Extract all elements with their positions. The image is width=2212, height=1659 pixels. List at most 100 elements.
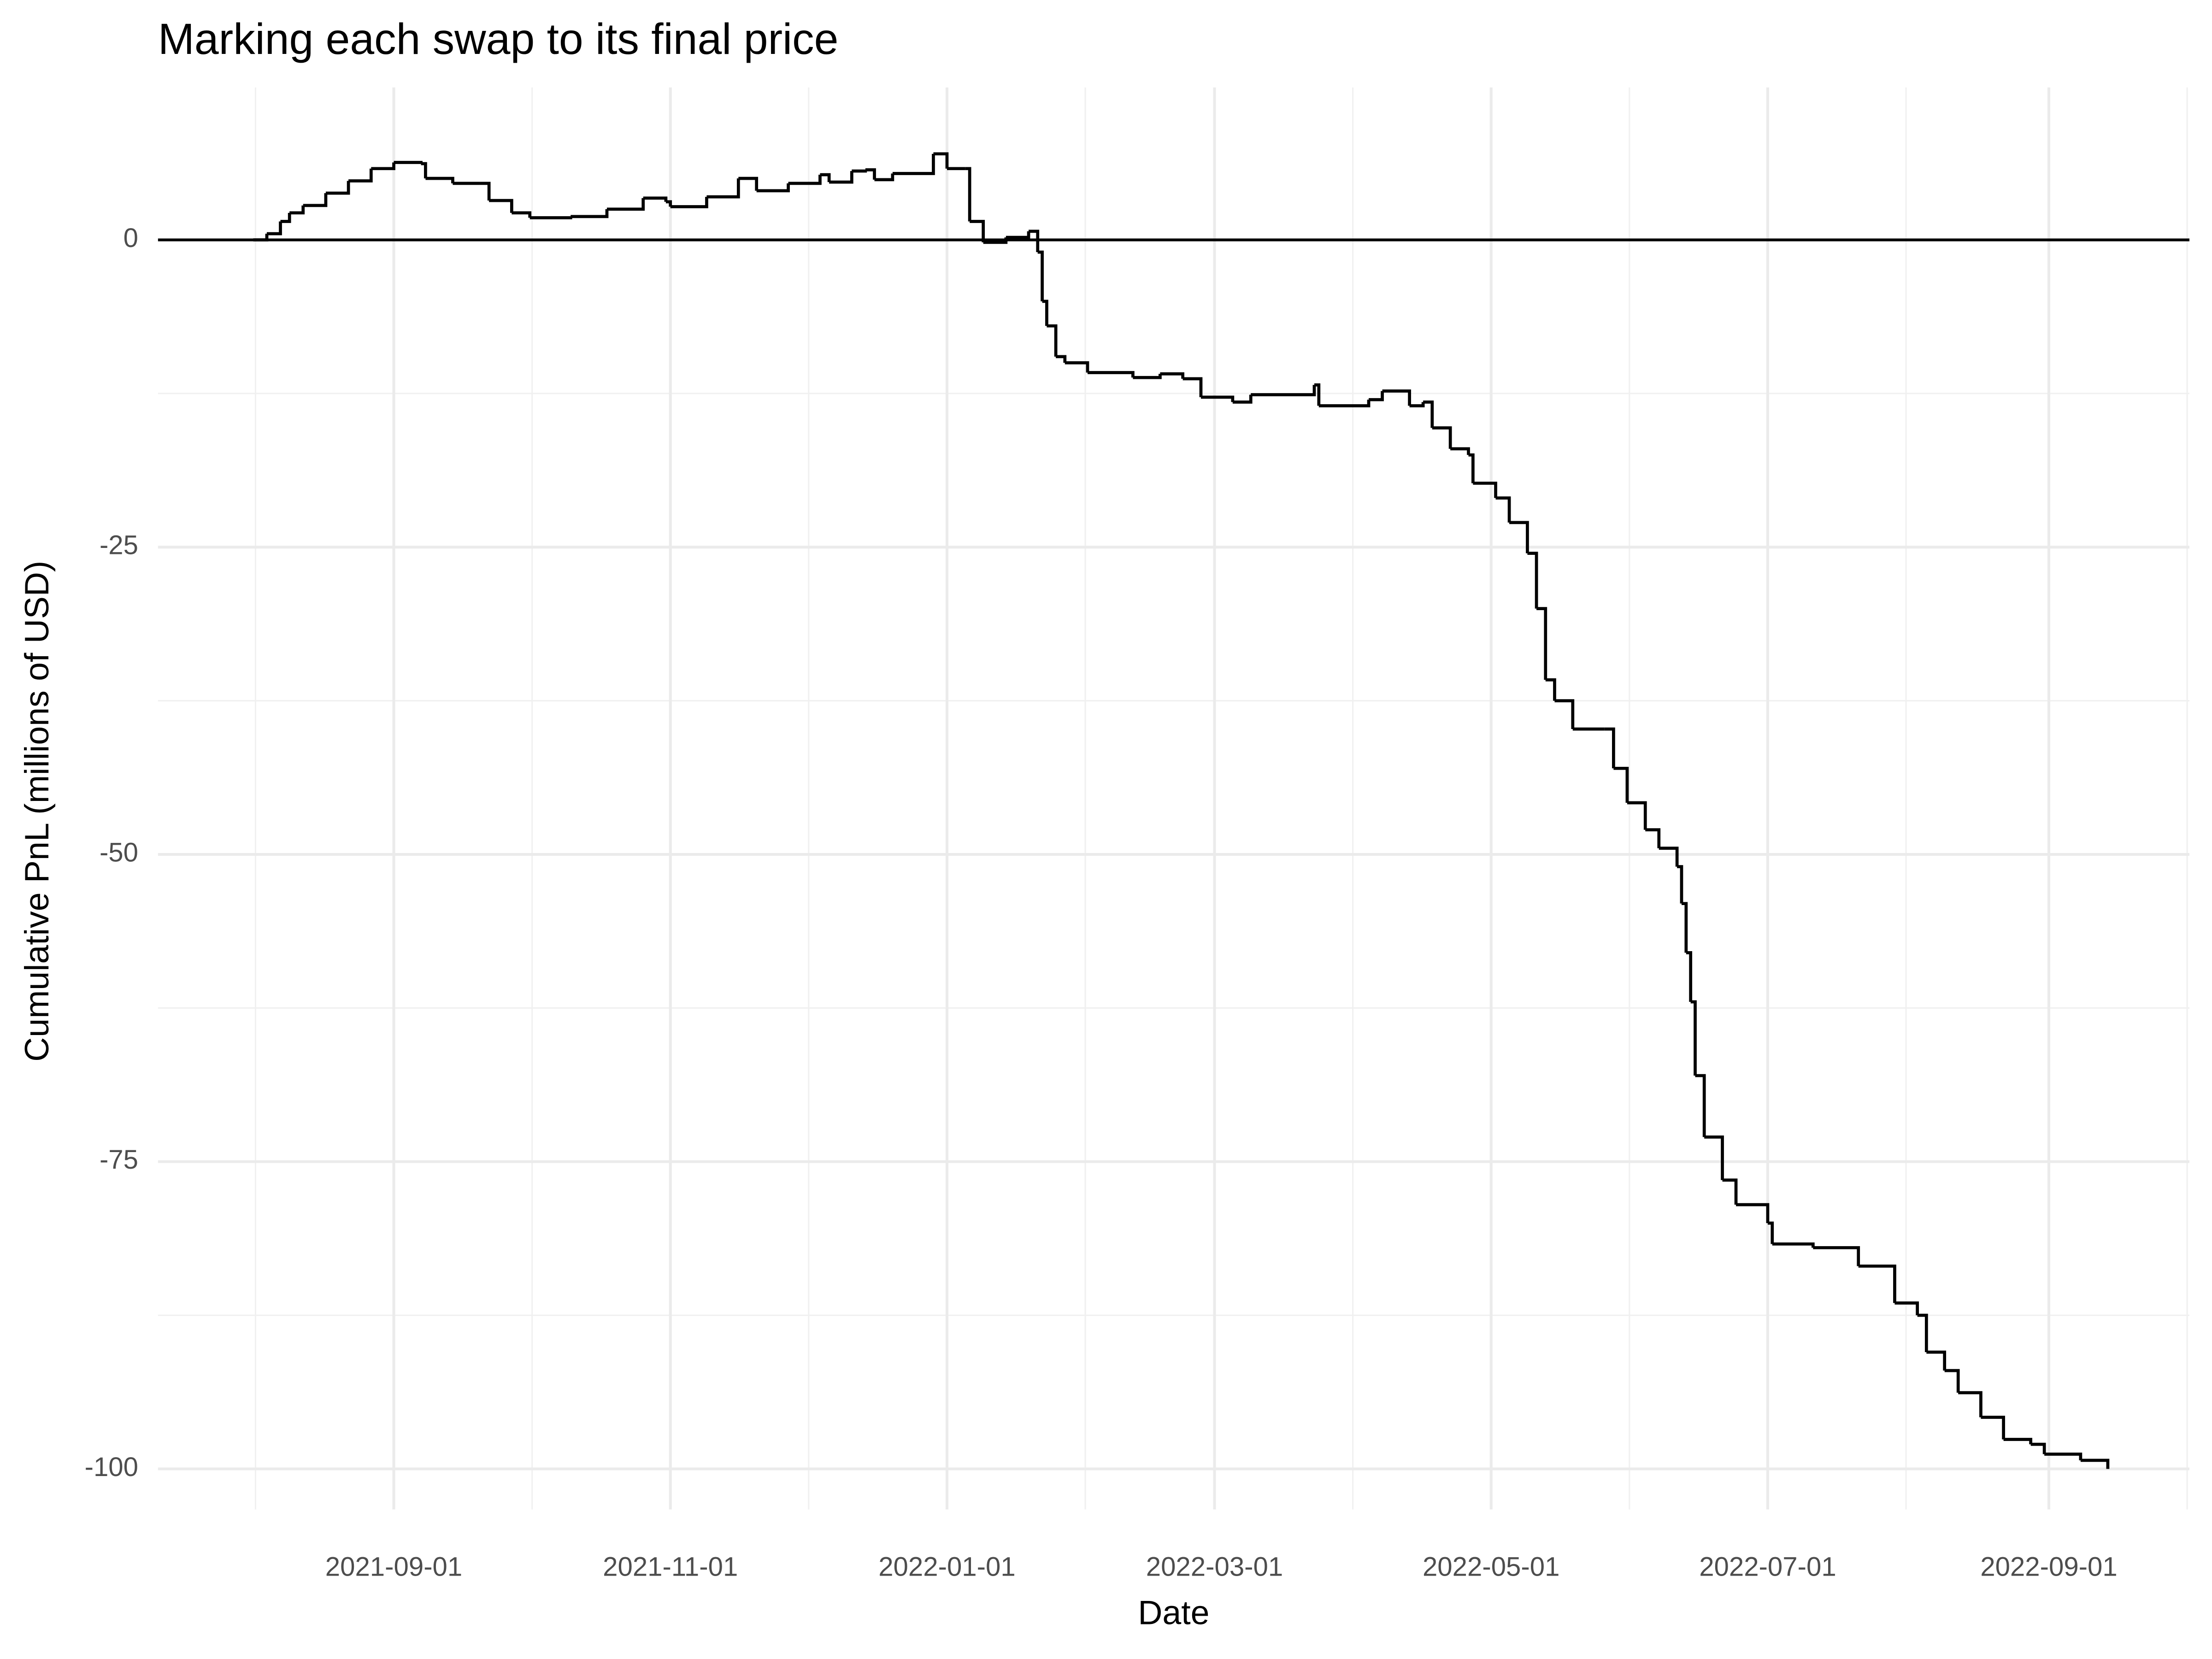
line-segment — [267, 221, 282, 235]
x-tick-label: 2022-01-01 — [878, 1552, 1015, 1582]
line-segment — [394, 161, 423, 164]
line-segment — [2044, 1453, 2083, 1460]
line-segment — [1944, 1369, 1960, 1393]
line-segment — [1695, 1074, 1706, 1137]
line-segment — [738, 176, 759, 191]
line-segment — [1686, 951, 1693, 1002]
line-segment — [1432, 426, 1452, 449]
line-segment — [820, 173, 831, 182]
line-segment — [1200, 395, 1235, 402]
line-segment — [425, 176, 454, 183]
line-segment — [489, 199, 513, 213]
line-segment — [1659, 847, 1679, 867]
line-segment — [253, 234, 269, 241]
line-segment — [1318, 400, 1371, 407]
line-segment — [2080, 1459, 2110, 1469]
line-segment — [1690, 1000, 1697, 1076]
line-segment — [1047, 324, 1058, 357]
line-segment — [865, 168, 876, 180]
line-segment — [1509, 521, 1529, 553]
line-segment — [1527, 552, 1538, 609]
line-segment — [1006, 231, 1030, 239]
line-segment — [1087, 371, 1135, 378]
line-segment — [829, 171, 853, 184]
line-segment — [2030, 1442, 2046, 1454]
line-segment — [1029, 229, 1040, 253]
x-axis-title: Date — [1138, 1594, 1209, 1632]
line-segment — [1251, 385, 1316, 396]
line-segment — [1369, 391, 1384, 401]
line-segment — [933, 152, 949, 169]
line-segment — [1627, 801, 1647, 830]
line-segment — [1813, 1246, 1860, 1266]
line-segment — [1160, 372, 1184, 379]
x-tick-label: 2022-09-01 — [1980, 1552, 2117, 1582]
line-segment — [1473, 482, 1497, 498]
line-segment — [1981, 1416, 2005, 1440]
y-tick-label: -100 — [85, 1452, 138, 1482]
y-tick-label: -50 — [100, 837, 138, 867]
line-segment — [1704, 1135, 1724, 1180]
line-segment — [1042, 300, 1048, 326]
line-segment — [1772, 1242, 1815, 1248]
line-segment — [1958, 1391, 1983, 1418]
line-segment — [1182, 377, 1203, 397]
x-tick-label: 2021-09-01 — [325, 1552, 462, 1582]
line-segment — [1037, 250, 1044, 301]
line-segment — [1495, 496, 1511, 523]
line-segment — [1604, 727, 1615, 769]
line-segment — [529, 216, 572, 219]
line-segment — [1133, 374, 1162, 379]
line-segment — [1858, 1265, 1896, 1303]
line-segment — [421, 162, 427, 179]
line-segment — [1554, 699, 1575, 729]
line-segment — [571, 209, 609, 218]
line-segment — [348, 168, 373, 182]
line-segment — [1468, 453, 1475, 483]
y-axis-title: Cumulative PnL (millions of USD) — [18, 561, 56, 1062]
line-segment — [1450, 447, 1470, 455]
line-segment — [852, 169, 867, 173]
line-segment — [1613, 766, 1629, 803]
line-segment — [512, 211, 532, 218]
line-segment — [756, 183, 790, 193]
y-tick-label: 0 — [124, 223, 138, 253]
line-segment — [965, 167, 971, 222]
x-tick-label: 2022-05-01 — [1423, 1552, 1559, 1582]
line-segment — [1767, 1221, 1774, 1244]
line-segment — [1917, 1313, 1928, 1353]
line-segment — [874, 173, 894, 182]
line-segment — [665, 200, 672, 207]
line-segment — [970, 220, 985, 242]
line-segment — [1681, 902, 1688, 953]
line-segment — [1232, 394, 1253, 404]
y-tick-label: -25 — [100, 530, 138, 560]
line-segment — [1736, 1203, 1770, 1224]
line-segment — [1314, 383, 1321, 406]
line-segment — [706, 178, 740, 199]
line-segment — [788, 175, 822, 185]
line-segment — [371, 162, 395, 171]
line-segment — [1677, 865, 1683, 904]
y-tick-label: -75 — [100, 1145, 138, 1175]
line-segment — [1545, 678, 1556, 701]
line-segment — [1382, 389, 1411, 406]
line-segment — [1894, 1301, 1919, 1316]
line-segment — [280, 212, 291, 223]
marks — [158, 152, 2190, 1469]
line-segment — [983, 237, 1008, 244]
chart-title: Marking each swap to its final price — [158, 15, 839, 64]
x-tick-label: 2021-11-01 — [603, 1552, 738, 1582]
line-segment — [670, 197, 708, 208]
line-segment — [1645, 828, 1661, 848]
line-segment — [892, 153, 935, 175]
line-segment — [289, 205, 305, 215]
line-segment — [1722, 1178, 1738, 1205]
line-segment — [480, 182, 491, 201]
line-segment — [1536, 607, 1547, 680]
line-segment — [1065, 361, 1089, 373]
line-segment — [303, 193, 328, 207]
